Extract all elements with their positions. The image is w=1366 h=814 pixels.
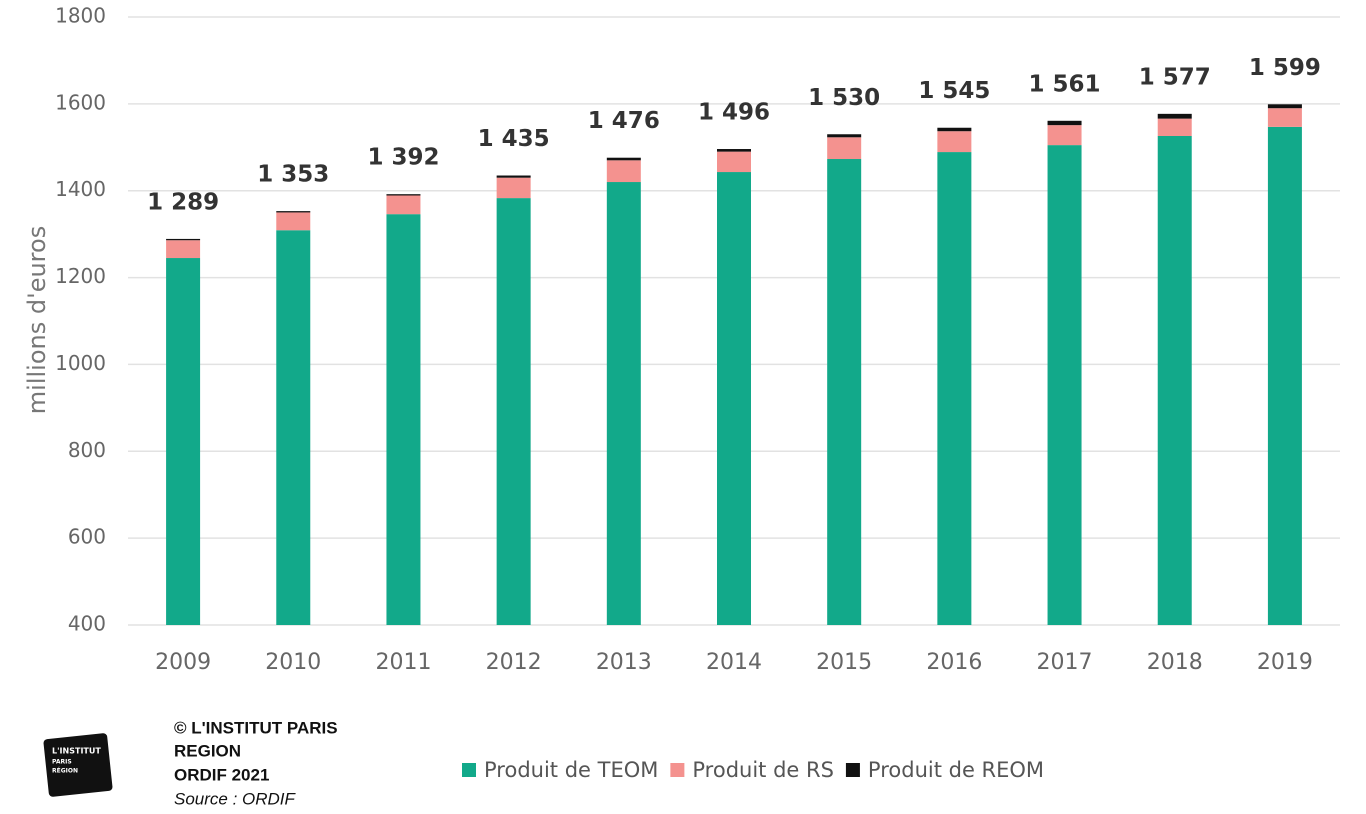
- total-label: 1 353: [257, 162, 329, 188]
- bar-segment: [386, 214, 421, 625]
- total-label: 1 392: [367, 145, 439, 171]
- x-tick-label: 2017: [1037, 650, 1093, 675]
- footer-source: Source : ORDIF: [174, 789, 297, 808]
- bar-segment: [166, 258, 201, 625]
- legend-swatch: [845, 763, 860, 777]
- bar-segment: [1157, 118, 1192, 136]
- logo-text: PARIS: [52, 759, 72, 766]
- y-tick-label: 1200: [55, 264, 106, 288]
- bar-segment: [1047, 125, 1082, 146]
- bar-segment: [496, 177, 531, 199]
- bar-segment: [1047, 145, 1082, 625]
- bar-segment: [717, 172, 751, 626]
- legend-swatch: [670, 763, 685, 777]
- bar-segment: [606, 157, 641, 161]
- bar-segment: [827, 137, 862, 160]
- y-tick-label: 1400: [55, 177, 106, 201]
- total-label: 1 496: [698, 100, 770, 126]
- footer-line: ORDIF 2021: [174, 765, 269, 784]
- bar-segment: [606, 160, 641, 183]
- y-tick-label: 1800: [55, 4, 106, 28]
- total-label: 1 599: [1249, 55, 1321, 81]
- x-tick-label: 2010: [265, 650, 321, 675]
- logo-text: RÉGION: [52, 767, 78, 775]
- x-tick-label: 2014: [706, 650, 762, 675]
- bar-segment: [937, 131, 972, 153]
- bar-segment: [827, 159, 862, 626]
- logo: L'INSTITUT PARIS RÉGION: [43, 733, 113, 797]
- bar-segment: [827, 134, 862, 138]
- bar-segment: [717, 149, 751, 152]
- bar-segment: [937, 152, 972, 625]
- x-tick-label: 2009: [155, 650, 211, 675]
- bar-segment: [166, 238, 201, 241]
- x-tick-label: 2018: [1147, 650, 1203, 675]
- bar-segment: [1267, 126, 1302, 626]
- bar-segment: [937, 127, 972, 132]
- legend-label: Produit de TEOM: [484, 758, 658, 782]
- bar-segment: [276, 230, 311, 625]
- logo-box: [43, 733, 113, 797]
- y-tick-label: 1000: [55, 351, 106, 375]
- bar-segment: [1157, 135, 1192, 625]
- bar-segment: [386, 195, 421, 215]
- total-label: 1 289: [147, 189, 219, 215]
- footer-line: © L'INSTITUT PARIS: [174, 718, 338, 737]
- total-label: 1 530: [808, 85, 880, 111]
- bar-segment: [166, 240, 201, 259]
- x-tick-label: 2011: [375, 650, 431, 675]
- bar-segment: [496, 198, 531, 625]
- footer-line: REGION: [174, 741, 241, 760]
- x-tick-label: 2019: [1257, 650, 1313, 675]
- y-axis-title: millions d'euros: [23, 226, 51, 414]
- bar-segment: [276, 212, 311, 231]
- bar-segment: [496, 175, 531, 178]
- total-label: 1 545: [918, 78, 990, 104]
- bar-segment: [1047, 120, 1082, 126]
- total-label: 1 476: [588, 108, 660, 134]
- x-tick-label: 2016: [926, 650, 982, 675]
- legend-label: Produit de RS: [692, 758, 834, 782]
- logo-text: L'INSTITUT: [52, 747, 101, 756]
- total-label: 1 435: [478, 126, 550, 152]
- bar-segment: [717, 151, 751, 173]
- total-label: 1 577: [1139, 64, 1211, 90]
- legend-swatch: [462, 763, 476, 777]
- y-tick-label: 1600: [55, 90, 106, 114]
- y-tick-label: 800: [68, 438, 106, 462]
- x-tick-label: 2015: [816, 650, 872, 675]
- bar-segment: [606, 182, 641, 625]
- x-tick-label: 2013: [596, 650, 652, 675]
- bar-segment: [276, 211, 311, 213]
- bar-segment: [1267, 104, 1302, 109]
- total-label: 1 561: [1029, 71, 1101, 97]
- bar-segment: [1267, 108, 1302, 127]
- bar-segment: [1157, 113, 1192, 119]
- legend-label: Produit de REOM: [868, 758, 1044, 782]
- x-tick-label: 2012: [486, 650, 542, 675]
- y-tick-label: 600: [68, 525, 106, 549]
- bar-segment: [386, 194, 421, 196]
- y-tick-label: 400: [68, 612, 106, 636]
